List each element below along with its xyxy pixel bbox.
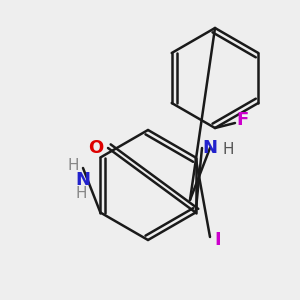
Text: F: F: [237, 111, 249, 129]
Text: N: N: [76, 171, 91, 189]
Text: H: H: [75, 187, 87, 202]
Text: N: N: [202, 139, 217, 157]
Text: H: H: [222, 142, 234, 158]
Text: H: H: [67, 158, 79, 173]
Text: O: O: [88, 139, 104, 157]
Text: I: I: [215, 231, 221, 249]
